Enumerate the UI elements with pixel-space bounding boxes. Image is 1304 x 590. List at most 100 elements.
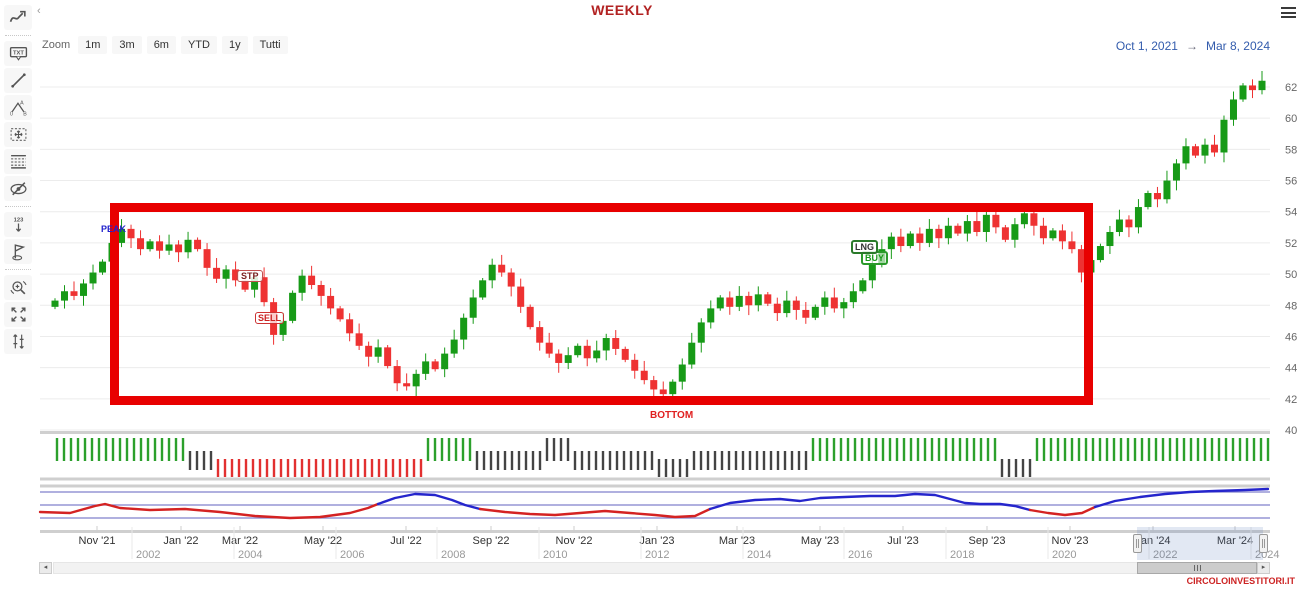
candle-body [1201, 144, 1209, 156]
y-axis-label: 44 [1285, 363, 1297, 375]
tool-toggle-annotations-button[interactable] [4, 176, 32, 201]
oscillator-segment [1093, 487, 1270, 509]
candle-body [621, 348, 629, 360]
candle-body [944, 225, 952, 239]
candle-body [593, 350, 601, 359]
tool-flag-button[interactable] [4, 239, 32, 264]
stop-label[interactable]: STP [237, 270, 263, 282]
candle-body [1125, 219, 1133, 228]
y-axis-label: 42 [1285, 394, 1297, 406]
navigator-year-label: 2022 [1153, 549, 1177, 561]
candle-body [840, 302, 848, 309]
hamburger-menu-icon[interactable] [1281, 7, 1296, 19]
candle-body [498, 264, 506, 273]
svg-text:0: 0 [10, 111, 13, 117]
range-button-1m[interactable]: 1m [78, 36, 108, 54]
candle-body [906, 233, 914, 247]
candle-body [365, 345, 373, 357]
range-button-3m[interactable]: 3m [112, 36, 142, 54]
candle-body [450, 339, 458, 354]
candle-body [289, 292, 297, 321]
candle-body [1077, 249, 1085, 273]
scrollbar-thumb[interactable] [1137, 562, 1257, 574]
x-axis-label: Jan '24 [1135, 535, 1170, 547]
tool-fibonacci-button[interactable] [4, 149, 32, 174]
candle-body [1172, 163, 1180, 181]
candle-body [935, 228, 943, 239]
range-button-1y[interactable]: 1y [221, 36, 248, 54]
tool-zoom-change-button[interactable] [4, 275, 32, 300]
toolbar-separator [5, 269, 31, 270]
tool-price-indicator-button[interactable] [4, 329, 32, 354]
candle-body [194, 239, 202, 250]
candle-body [688, 342, 696, 365]
x-axis-label: Nov '23 [1052, 535, 1089, 547]
toolbar-separator [5, 206, 31, 207]
candle-body [51, 300, 59, 307]
zoom-label: Zoom [42, 39, 71, 51]
range-button-tutti[interactable]: Tutti [252, 36, 288, 54]
candle-body [726, 297, 734, 307]
range-button-ytd[interactable]: YTD [180, 36, 217, 54]
long-label[interactable]: LNG [851, 240, 878, 254]
candle-body [1258, 80, 1266, 91]
tool-line-segment-button[interactable] [4, 68, 32, 93]
candle-body [374, 347, 382, 357]
candle-body [213, 267, 221, 279]
candle-body [99, 261, 107, 273]
tool-text-annotation-button[interactable]: TXT [4, 41, 32, 66]
toggle-annotations-icon [9, 179, 28, 198]
navigator-right-handle[interactable] [1259, 534, 1268, 553]
candle-body [669, 381, 677, 395]
navigator-year-label: 2014 [747, 549, 771, 561]
navigator-year-label: 2004 [238, 549, 262, 561]
tool-indicators-button[interactable] [4, 5, 32, 30]
candle-body [1163, 180, 1171, 200]
scrollbar-right-button[interactable]: ▸ [1257, 562, 1270, 574]
candle-body [1020, 213, 1028, 225]
candle-body [773, 303, 781, 314]
candle-body [745, 295, 753, 306]
sell-label[interactable]: SELL [255, 312, 285, 324]
candle-body [327, 295, 335, 309]
candle-body [308, 275, 316, 286]
navigator-left-handle[interactable] [1133, 534, 1142, 553]
y-axis-label: 46 [1285, 331, 1297, 343]
date-range-arrow: → [1185, 39, 1198, 53]
to-date-input[interactable]: Mar 8, 2024 [1205, 39, 1270, 53]
candle-body [251, 277, 259, 290]
candle-body [1134, 207, 1142, 228]
range-selector: Zoom 1m 3m 6m YTD 1y Tutti [42, 36, 288, 54]
candle-body [298, 275, 306, 293]
from-date-input[interactable]: Oct 1, 2021 [1115, 39, 1178, 53]
scrollbar-track[interactable] [53, 562, 1257, 574]
candle-body [963, 221, 971, 234]
scrollbar-left-button[interactable]: ◂ [39, 562, 52, 574]
flag-icon [9, 242, 28, 261]
range-button-6m[interactable]: 6m [146, 36, 176, 54]
candle-body [146, 241, 154, 250]
peak-label[interactable]: PEAK [101, 224, 127, 234]
tool-measure-button[interactable] [4, 122, 32, 147]
svg-text:123: 123 [13, 217, 23, 223]
tool-full-screen-button[interactable] [4, 302, 32, 327]
bottom-label[interactable]: BOTTOM [650, 410, 694, 421]
candle-body [754, 294, 762, 306]
fibonacci-icon [9, 152, 28, 171]
tool-vertical-labels-button[interactable]: 123 [4, 212, 32, 237]
x-axis-label: Mar '24 [1217, 535, 1253, 547]
candle-body [735, 295, 743, 307]
annotation-rectangle[interactable] [110, 203, 1093, 405]
oscillator-segment [38, 502, 380, 520]
page-title: WEEKLY [591, 2, 653, 18]
oscillator-segment [478, 507, 712, 519]
candle-body [821, 297, 829, 307]
line-segment-icon [9, 71, 28, 90]
toolbar-collapse-icon[interactable]: ‹ [37, 5, 41, 17]
candle-body [384, 347, 392, 367]
navigator-selected-range[interactable] [1137, 527, 1263, 560]
candle-body [279, 320, 287, 335]
svg-text:A: A [20, 100, 24, 106]
